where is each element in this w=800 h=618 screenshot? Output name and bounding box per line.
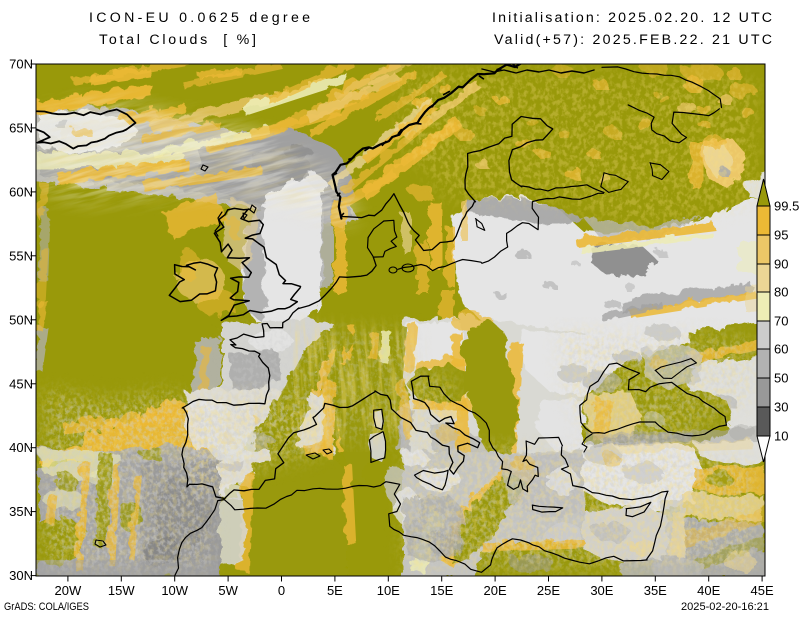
svg-text:Initialisation: 2025.02.20. 12: Initialisation: 2025.02.20. 12 UTC: [492, 10, 772, 26]
svg-text:80: 80: [774, 285, 788, 300]
svg-text:30E: 30E: [590, 583, 613, 598]
svg-text:50N: 50N: [9, 312, 33, 327]
svg-text:20W: 20W: [55, 583, 82, 598]
svg-text:30: 30: [774, 400, 788, 415]
svg-text:90: 90: [774, 257, 788, 272]
svg-text:45N: 45N: [9, 376, 33, 391]
svg-text:2025-02-20-16:21: 2025-02-20-16:21: [681, 601, 769, 613]
svg-text:60N: 60N: [9, 184, 33, 199]
svg-text:Valid(+57): 2025.FEB.22. 21 UT: Valid(+57): 2025.FEB.22. 21 UTC: [494, 32, 772, 48]
svg-text:50: 50: [774, 371, 788, 386]
svg-text:70: 70: [774, 314, 788, 329]
svg-text:65N: 65N: [9, 120, 33, 135]
svg-text:0: 0: [278, 583, 285, 598]
svg-text:20E: 20E: [484, 583, 507, 598]
svg-text:5E: 5E: [327, 583, 343, 598]
svg-text:70N: 70N: [9, 57, 33, 72]
svg-text:40E: 40E: [697, 583, 720, 598]
svg-text:5W: 5W: [218, 583, 238, 598]
svg-text:55N: 55N: [9, 248, 33, 263]
svg-text:GrADS: COLA/IGES: GrADS: COLA/IGES: [4, 601, 89, 613]
svg-text:10E: 10E: [377, 583, 400, 598]
svg-text:99.5: 99.5: [774, 199, 799, 214]
svg-text:10W: 10W: [161, 583, 188, 598]
svg-text:30N: 30N: [9, 568, 33, 583]
svg-text:60: 60: [774, 342, 788, 357]
svg-text:15E: 15E: [430, 583, 453, 598]
svg-text:40N: 40N: [9, 440, 33, 455]
svg-text:15W: 15W: [108, 583, 135, 598]
svg-text:35N: 35N: [9, 504, 33, 519]
svg-text:95: 95: [774, 228, 788, 243]
svg-text:10: 10: [774, 429, 788, 444]
svg-text:45E: 45E: [751, 583, 774, 598]
svg-text:35E: 35E: [644, 583, 667, 598]
svg-text:25E: 25E: [537, 583, 560, 598]
